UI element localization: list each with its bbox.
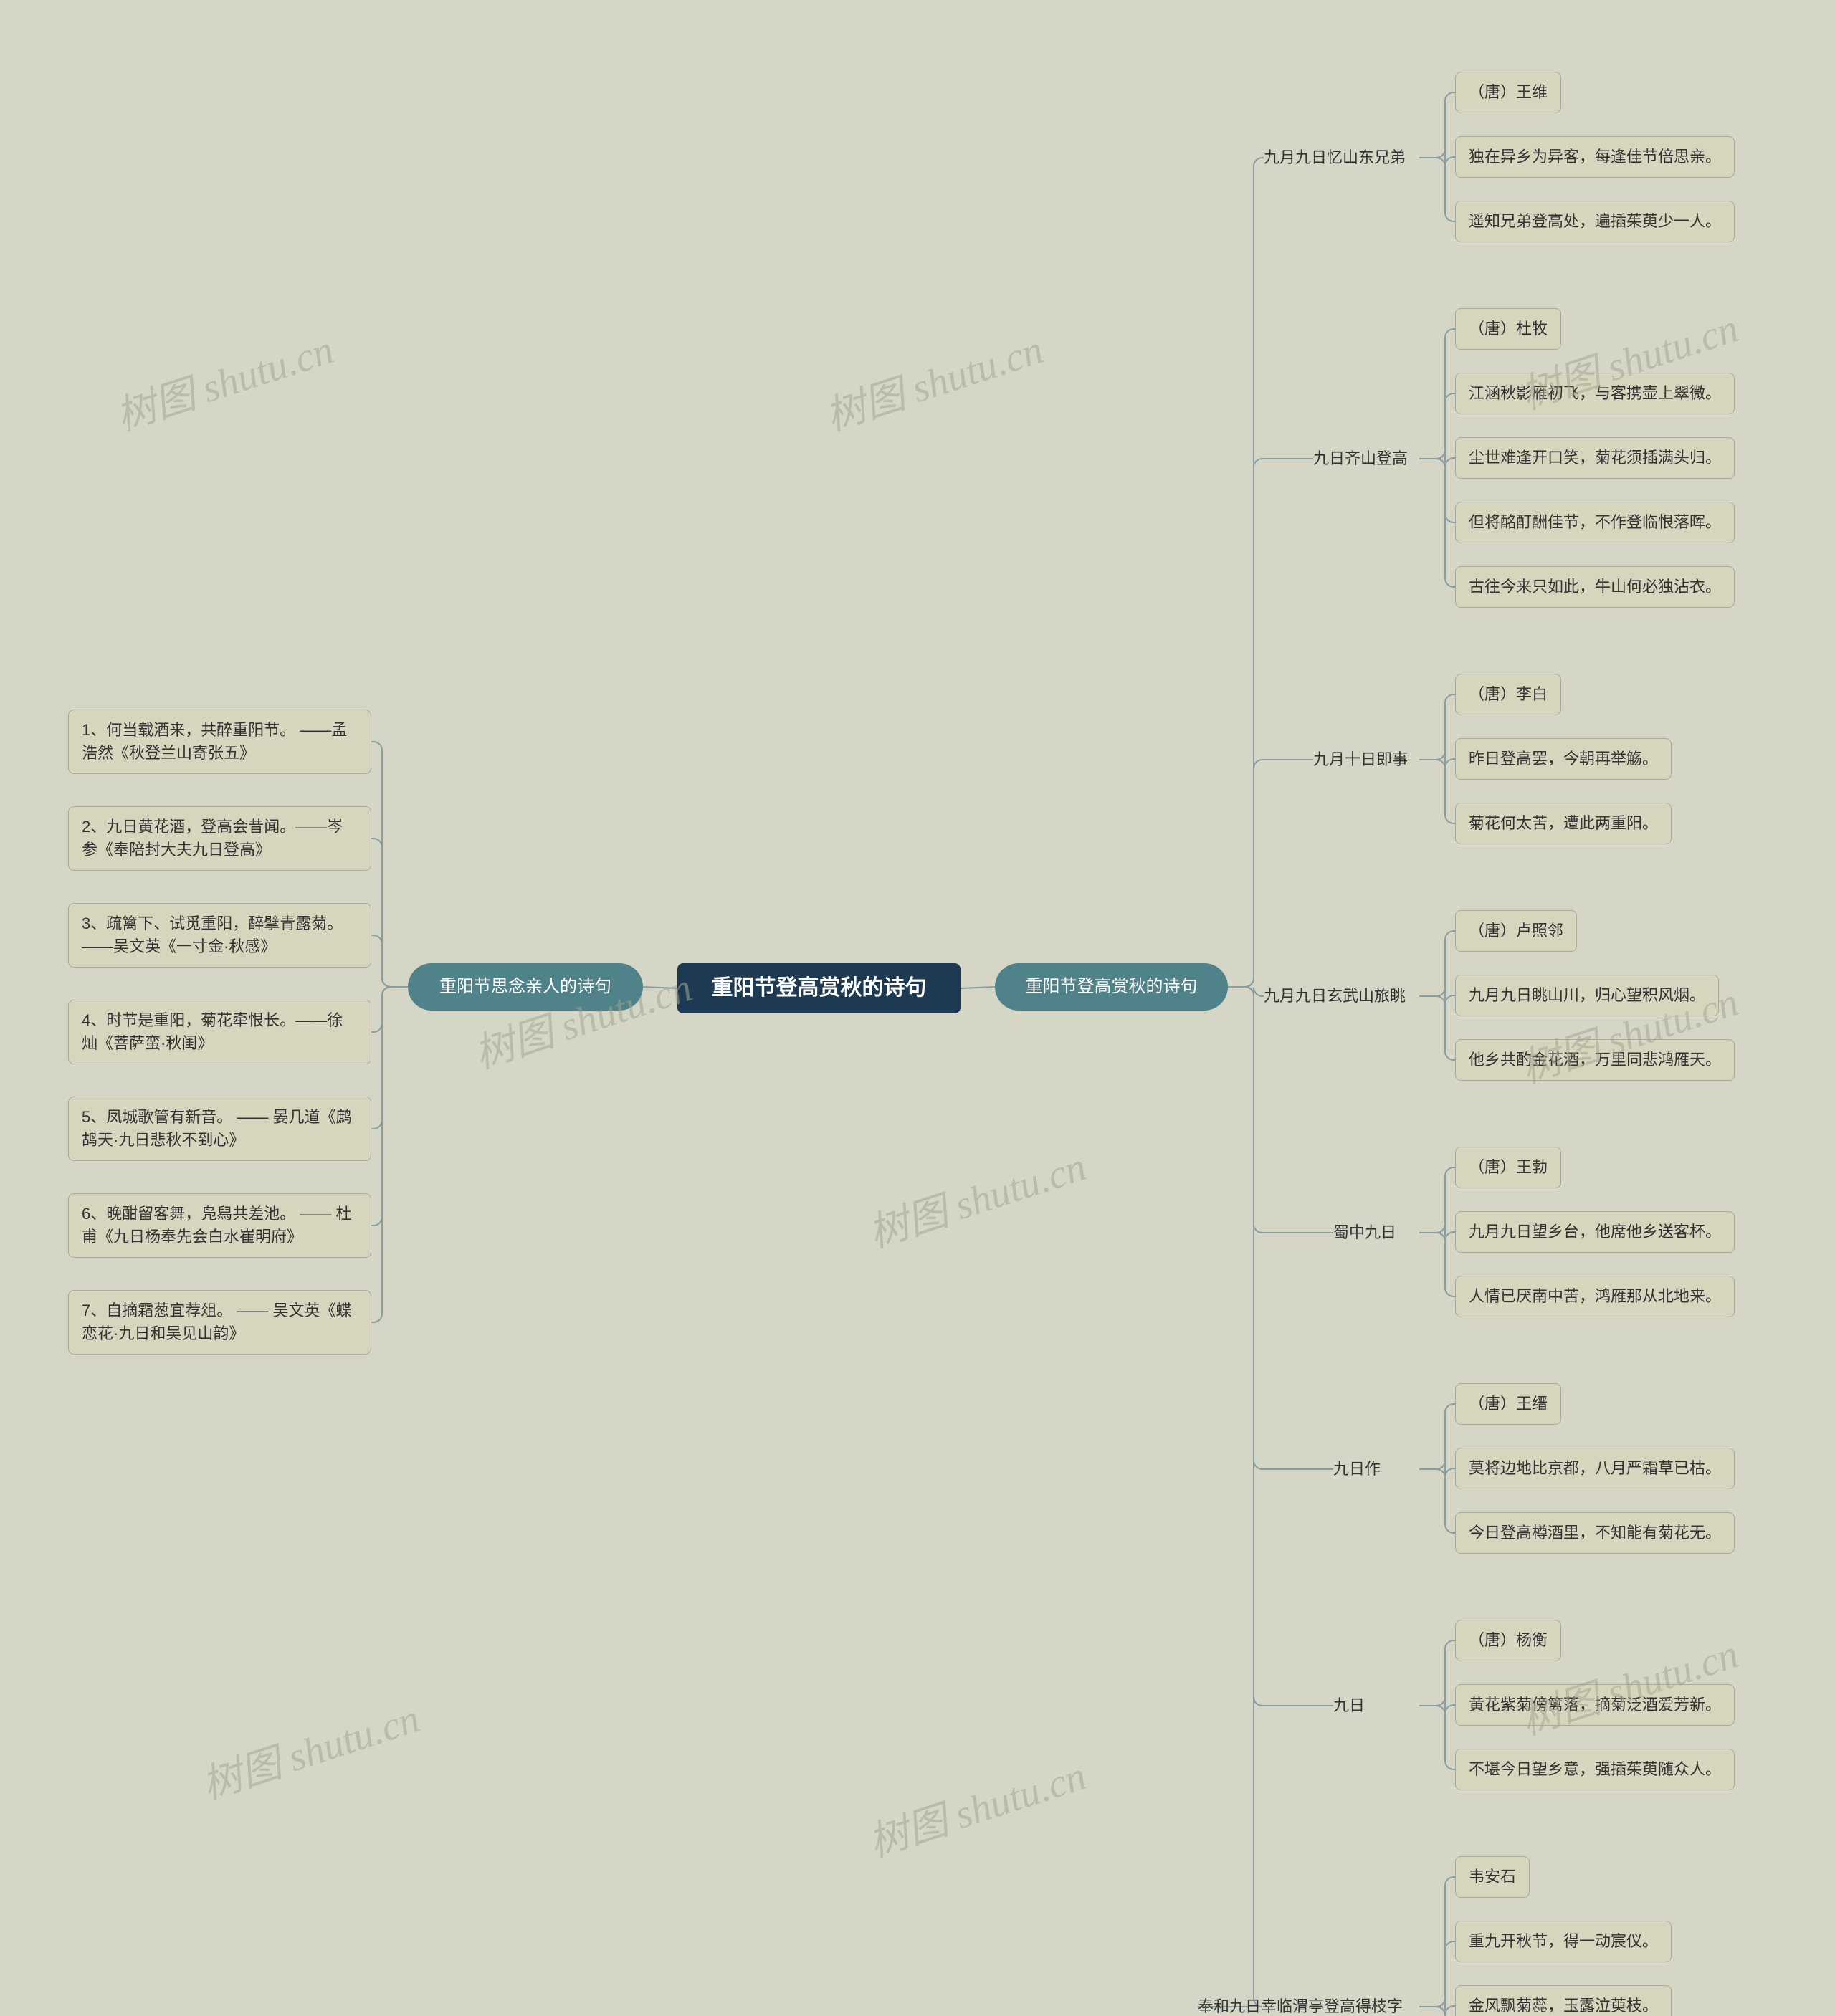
L4: 4、时节是重阳，菊花牵恨长。——徐灿《菩萨蛮·秋闺》 xyxy=(68,1000,371,1064)
g8c1-label: 韦安石 xyxy=(1469,1865,1516,1888)
g5c1-label: （唐）王勃 xyxy=(1469,1156,1548,1179)
g6: 九日作 xyxy=(1333,1455,1419,1484)
watermark-1: 树图 shutu.cn xyxy=(817,317,1049,442)
g1c1: （唐）王维 xyxy=(1455,72,1561,113)
g2c5-label: 古往今来只如此，牛山何必独沾衣。 xyxy=(1469,575,1721,598)
g7c1-label: （唐）杨衡 xyxy=(1469,1629,1548,1652)
g4: 九月九日玄武山旅眺 xyxy=(1264,982,1419,1011)
g1c2: 独在异乡为异客，每逢佳节倍思亲。 xyxy=(1455,136,1735,178)
g2-label: 九日齐山登高 xyxy=(1313,447,1408,470)
L5-label: 5、凤城歌管有新音。 —— 晏几道《鹧鸪天·九日悲秋不到心》 xyxy=(82,1106,358,1152)
g7: 九日 xyxy=(1333,1691,1419,1720)
watermark-4: 树图 shutu.cn xyxy=(860,1134,1092,1259)
g6c2-label: 莫将边地比京都，八月严霜草已枯。 xyxy=(1469,1457,1721,1480)
g7c3-label: 不堪今日望乡意，强插茱萸随众人。 xyxy=(1469,1758,1721,1781)
g6c3: 今日登高樽酒里，不知能有菊花无。 xyxy=(1455,1512,1735,1554)
L2-label: 2、九日黄花酒，登高会昔闻。——岑参《奉陪封大夫九日登高》 xyxy=(82,816,358,861)
g1c1-label: （唐）王维 xyxy=(1469,81,1548,104)
g3c1: （唐）李白 xyxy=(1455,674,1561,715)
L3-label: 3、疏篱下、试觅重阳，醉擘青露菊。 ——吴文英《一寸金·秋感》 xyxy=(82,912,358,958)
bR: 重阳节登高赏秋的诗句 xyxy=(995,963,1228,1011)
g2c5: 古往今来只如此，牛山何必独沾衣。 xyxy=(1455,566,1735,608)
L6: 6、晚酣留客舞，凫舄共差池。 —— 杜甫《九日杨奉先会白水崔明府》 xyxy=(68,1193,371,1258)
g3-label: 九月十日即事 xyxy=(1313,748,1408,771)
L4-label: 4、时节是重阳，菊花牵恨长。——徐灿《菩萨蛮·秋闺》 xyxy=(82,1009,358,1055)
g5c3-label: 人情已厌南中苦，鸿雁那从北地来。 xyxy=(1469,1285,1721,1308)
g5c3: 人情已厌南中苦，鸿雁那从北地来。 xyxy=(1455,1276,1735,1317)
g7-label: 九日 xyxy=(1333,1694,1365,1717)
g5c2: 九月九日望乡台，他席他乡送客杯。 xyxy=(1455,1211,1735,1253)
g8c2-label: 重九开秋节，得一动宸仪。 xyxy=(1469,1930,1658,1953)
g6c1-label: （唐）王缙 xyxy=(1469,1392,1548,1415)
g2c4-label: 但将酩酊酬佳节，不作登临恨落晖。 xyxy=(1469,511,1721,534)
g6c3-label: 今日登高樽酒里，不知能有菊花无。 xyxy=(1469,1521,1721,1544)
g2c3: 尘世难逢开口笑，菊花须插满头归。 xyxy=(1455,437,1735,479)
g5c2-label: 九月九日望乡台，他席他乡送客杯。 xyxy=(1469,1220,1721,1243)
g4-label: 九月九日玄武山旅眺 xyxy=(1264,985,1406,1008)
watermark-7: 树图 shutu.cn xyxy=(860,1744,1092,1868)
L1-label: 1、何当载酒来，共醉重阳节。 ——孟浩然《秋登兰山寄张五》 xyxy=(82,719,358,765)
g1c2-label: 独在异乡为异客，每逢佳节倍思亲。 xyxy=(1469,145,1721,168)
g3c3: 菊花何太苦，遭此两重阳。 xyxy=(1455,803,1672,844)
g6c1: （唐）王缙 xyxy=(1455,1383,1561,1425)
g8-label: 奉和九日幸临渭亭登高得枝字 xyxy=(1198,1995,1403,2016)
g8c2: 重九开秋节，得一动宸仪。 xyxy=(1455,1921,1672,1962)
g8c1: 韦安石 xyxy=(1455,1856,1530,1898)
g1c3-label: 遥知兄弟登高处，遍插茱萸少一人。 xyxy=(1469,210,1721,233)
g3c2: 昨日登高罢，今朝再举觞。 xyxy=(1455,738,1672,780)
bR-label: 重阳节登高赏秋的诗句 xyxy=(1026,975,1198,1000)
root-node-label: 重阳节登高赏秋的诗句 xyxy=(712,973,927,1004)
root-node: 重阳节登高赏秋的诗句 xyxy=(677,963,961,1013)
g3c3-label: 菊花何太苦，遭此两重阳。 xyxy=(1469,812,1658,835)
g1: 九月九日忆山东兄弟 xyxy=(1264,143,1419,172)
g5c1: （唐）王勃 xyxy=(1455,1147,1561,1188)
g1c3: 遥知兄弟登高处，遍插茱萸少一人。 xyxy=(1455,201,1735,242)
L5: 5、凤城歌管有新音。 —— 晏几道《鹧鸪天·九日悲秋不到心》 xyxy=(68,1097,371,1161)
g1-label: 九月九日忆山东兄弟 xyxy=(1264,146,1406,169)
g6-label: 九日作 xyxy=(1333,1458,1381,1481)
g2: 九日齐山登高 xyxy=(1313,444,1419,473)
L1: 1、何当载酒来，共醉重阳节。 ——孟浩然《秋登兰山寄张五》 xyxy=(68,710,371,774)
g2c3-label: 尘世难逢开口笑，菊花须插满头归。 xyxy=(1469,446,1721,469)
g2c1-label: （唐）杜牧 xyxy=(1469,317,1548,340)
g4c1-label: （唐）卢照邻 xyxy=(1469,919,1563,942)
g8c3: 金风飘菊蕊，玉露泣萸枝。 xyxy=(1455,1985,1672,2016)
watermark-6: 树图 shutu.cn xyxy=(194,1686,426,1811)
g5: 蜀中九日 xyxy=(1333,1218,1419,1247)
g5-label: 蜀中九日 xyxy=(1333,1221,1396,1244)
g7c1: （唐）杨衡 xyxy=(1455,1620,1561,1661)
L3: 3、疏篱下、试觅重阳，醉擘青露菊。 ——吴文英《一寸金·秋感》 xyxy=(68,903,371,968)
L6-label: 6、晚酣留客舞，凫舄共差池。 —— 杜甫《九日杨奉先会白水崔明府》 xyxy=(82,1203,358,1248)
mindmap-stage: 重阳节登高赏秋的诗句重阳节登高赏秋的诗句重阳节思念亲人的诗句九月九日忆山东兄弟（… xyxy=(0,0,1835,2016)
L7: 7、自摘霜葱宜荐俎。 —— 吴文英《蝶恋花·九日和吴见山韵》 xyxy=(68,1290,371,1355)
g2c4: 但将酩酊酬佳节，不作登临恨落晖。 xyxy=(1455,502,1735,543)
g7c3: 不堪今日望乡意，强插茱萸随众人。 xyxy=(1455,1749,1735,1790)
g8: 奉和九日幸临渭亭登高得枝字 xyxy=(1198,1992,1419,2016)
g6c2: 莫将边地比京都，八月严霜草已枯。 xyxy=(1455,1448,1735,1489)
watermark-0: 树图 shutu.cn xyxy=(108,317,340,442)
g3: 九月十日即事 xyxy=(1313,745,1419,774)
L7-label: 7、自摘霜葱宜荐俎。 —— 吴文英《蝶恋花·九日和吴见山韵》 xyxy=(82,1299,358,1345)
g2c1: （唐）杜牧 xyxy=(1455,308,1561,350)
L2: 2、九日黄花酒，登高会昔闻。——岑参《奉陪封大夫九日登高》 xyxy=(68,806,371,871)
g4c1: （唐）卢照邻 xyxy=(1455,910,1577,952)
g3c2-label: 昨日登高罢，今朝再举觞。 xyxy=(1469,747,1658,770)
g3c1-label: （唐）李白 xyxy=(1469,683,1548,706)
g8c3-label: 金风飘菊蕊，玉露泣萸枝。 xyxy=(1469,1994,1658,2016)
